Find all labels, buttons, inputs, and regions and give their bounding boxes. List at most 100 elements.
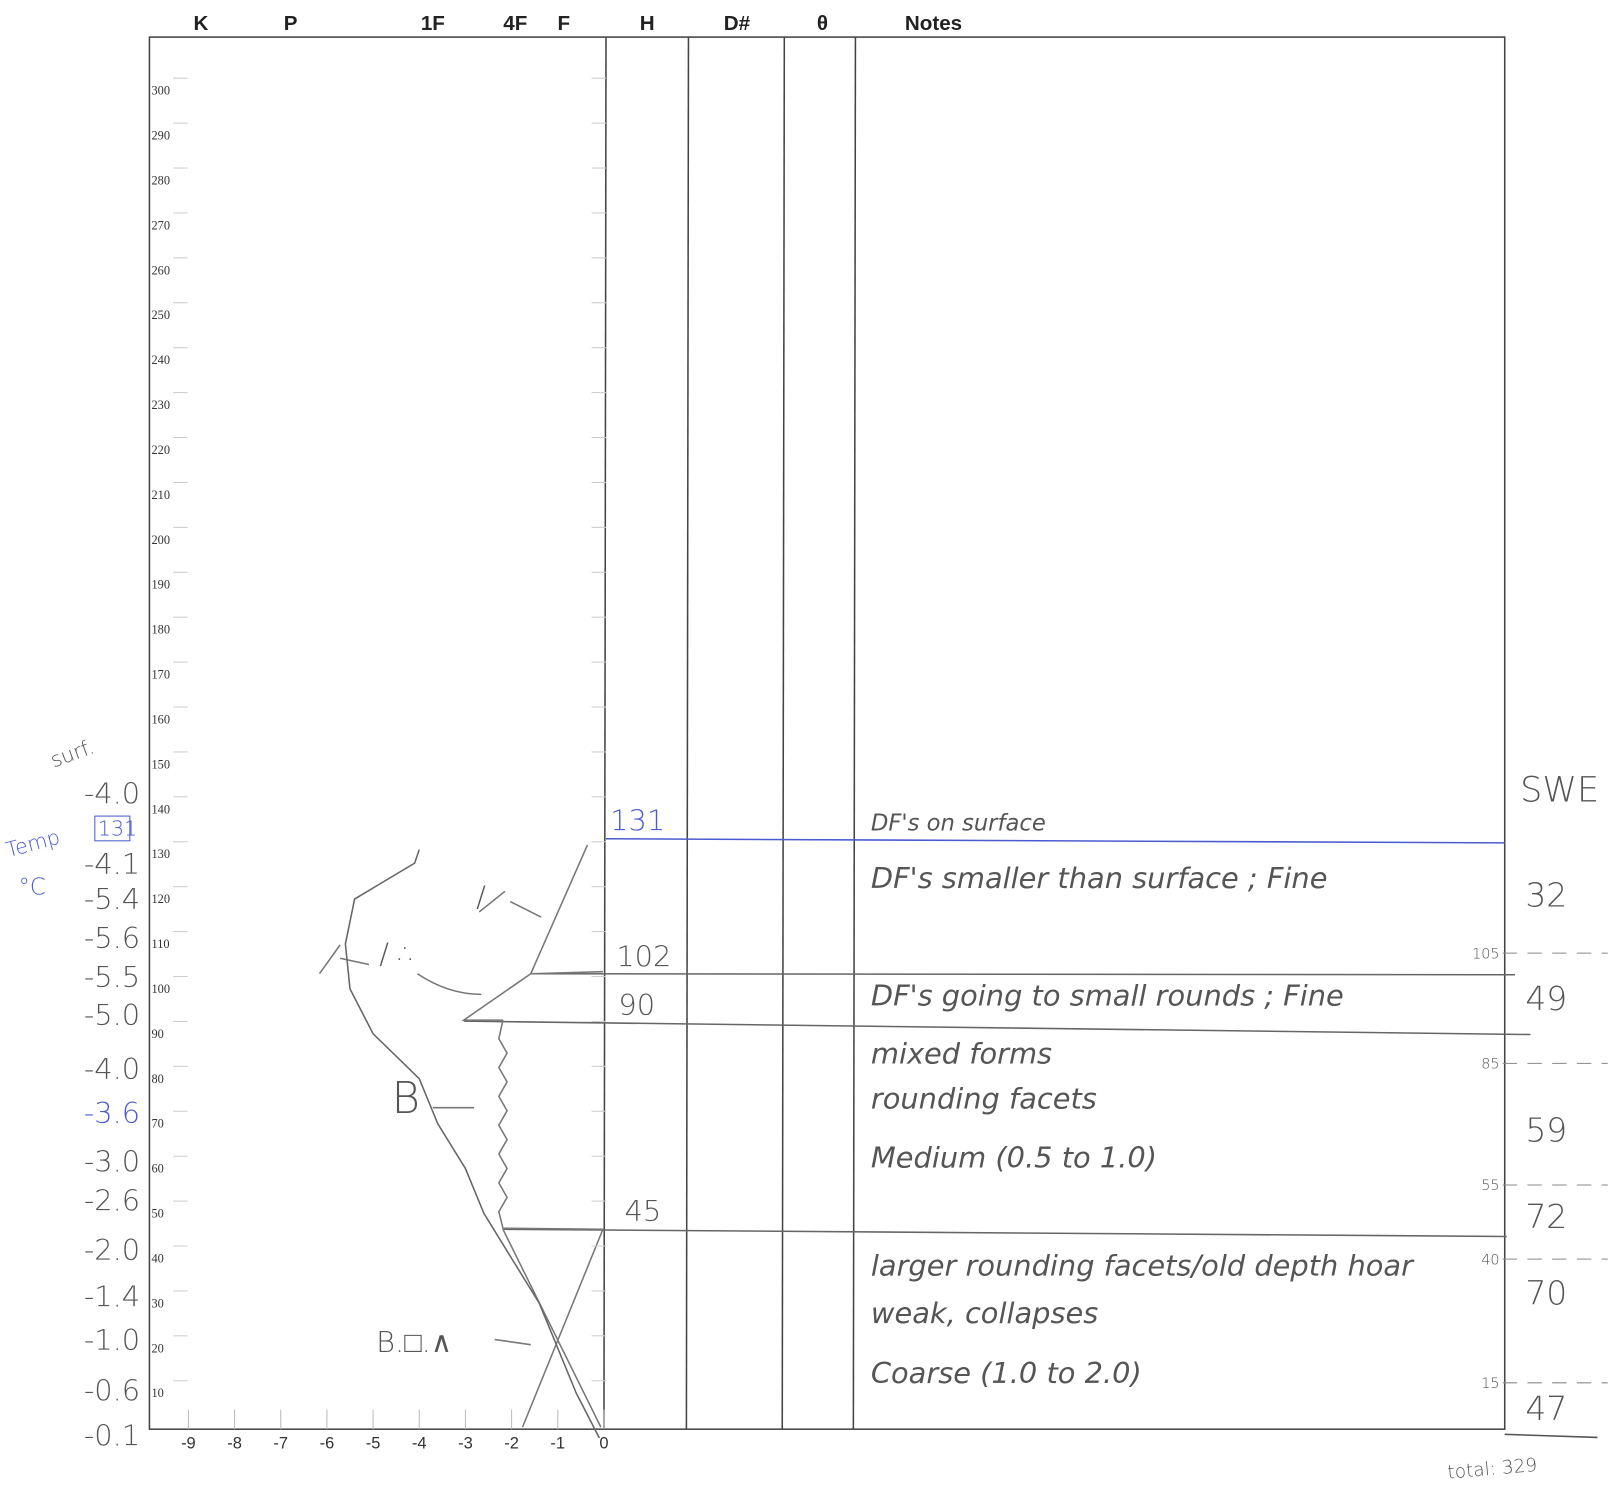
- height-tick-label: 90: [152, 1027, 164, 1041]
- temp-reading: -2.0: [84, 1233, 140, 1267]
- swe-depth: 40: [1481, 1252, 1499, 1268]
- height-tick-label: 160: [152, 713, 171, 727]
- column-divider: [603, 37, 607, 1430]
- height-tick-label: 100: [152, 982, 171, 996]
- layer-top-height: 45: [625, 1194, 662, 1228]
- temp-reading: -3.6: [84, 1096, 140, 1130]
- hardness-tick-label: -9: [181, 1435, 196, 1453]
- temperature-column: surf. Temp °C 131 -4.0 -4.1-5.4 -5.6 -5.5 -5…: [3, 735, 601, 1453]
- layer-top-height: 102: [616, 940, 671, 974]
- swe-sample: 49: [1525, 979, 1567, 1018]
- boundary-line: [606, 837, 1505, 844]
- boundary-line: [463, 1020, 1531, 1036]
- column-header: θ: [817, 12, 828, 35]
- height-tick-label: 250: [152, 308, 171, 322]
- hardness-tick-label: -7: [273, 1435, 288, 1453]
- form-frame: [148, 36, 1506, 1430]
- header-row: K P 1F 4F F H D# θ Notes: [194, 12, 963, 35]
- temp-reading: -1.4: [84, 1280, 140, 1314]
- column-header: 1F: [421, 12, 445, 35]
- column-header: Notes: [905, 12, 962, 35]
- layer-top-height: 131: [610, 804, 665, 838]
- column-header: 4F: [503, 12, 527, 35]
- hardness-tick-label: -6: [320, 1435, 335, 1453]
- swe-depth: 105: [1472, 946, 1500, 962]
- height-tick-label: 30: [152, 1296, 164, 1310]
- boundary-line: [530, 972, 1516, 976]
- layer-note: rounding facets: [871, 1082, 1097, 1116]
- height-tick-label: 140: [152, 802, 171, 816]
- height-tick-label: 200: [152, 533, 171, 547]
- layer-note: DF's on surface: [871, 811, 1046, 837]
- height-tick-label: 150: [152, 757, 171, 771]
- temp-reading: -5.0: [84, 998, 140, 1032]
- hardness-tick-label: -5: [366, 1435, 381, 1453]
- swe-depth: 55: [1481, 1178, 1499, 1194]
- grain-symbol: / ∴: [379, 936, 416, 970]
- temp-unit: °C: [19, 874, 46, 900]
- layers: 131 / DF's on surface DF's smaller than sur…: [376, 804, 1415, 1390]
- height-tick-label: 170: [152, 668, 171, 682]
- swe-total: total: 329: [1447, 1455, 1538, 1484]
- height-tick-label: 210: [152, 488, 171, 502]
- hardness-tick-label: -1: [550, 1435, 565, 1453]
- temp-title: Temp: [3, 825, 62, 862]
- column-header: F: [557, 12, 570, 35]
- swe-depth: 85: [1481, 1057, 1499, 1073]
- temp-reading: -5.6: [84, 921, 140, 955]
- column-divider: [781, 37, 786, 1430]
- height-tick-label: 190: [152, 578, 171, 592]
- height-tick-label: 20: [152, 1341, 164, 1355]
- layer-note: Coarse (1.0 to 2.0): [871, 1356, 1142, 1390]
- swe-sample: 70: [1525, 1273, 1567, 1312]
- surface-label: surf.: [47, 735, 97, 773]
- total-underline: [1504, 1433, 1598, 1439]
- height-tick-label: 10: [152, 1386, 164, 1400]
- layer-boundaries: [463, 837, 1598, 1439]
- height-tick-label: 270: [152, 218, 171, 232]
- pointer-arrow: [318, 890, 542, 1346]
- height-tick-label: 130: [152, 847, 171, 861]
- hardness-tick-label: -2: [504, 1435, 519, 1453]
- layer-note: mixed forms: [871, 1036, 1052, 1070]
- temp-reading: -1.0: [84, 1323, 140, 1357]
- height-tick-label: 180: [152, 623, 171, 637]
- temp-reading: -4.0: [84, 777, 140, 811]
- hardness-tick-label: -3: [458, 1435, 473, 1453]
- grain-symbol: B.□.∧: [376, 1325, 452, 1359]
- temp-reading: -5.5: [84, 960, 140, 994]
- column-header: K: [194, 12, 209, 35]
- swe-sample: 47: [1525, 1389, 1567, 1428]
- layer-note: larger rounding facets/old depth hoar: [871, 1249, 1415, 1283]
- layer-note: DF's smaller than surface ; Fine: [871, 861, 1328, 895]
- grain-symbol: /: [476, 880, 486, 914]
- column-divider: [852, 37, 857, 1430]
- swe-column: SWE total: 329 32 49 59 72 70 47 105 85 55 40 15: [1447, 770, 1608, 1484]
- hardness-tick-label: 0: [599, 1435, 608, 1453]
- layer-note: Medium (0.5 to 1.0): [871, 1140, 1157, 1174]
- swe-sample: 32: [1525, 876, 1567, 915]
- temp-reading: -0.6: [84, 1373, 140, 1407]
- height-tick-label: 300: [152, 84, 171, 98]
- height-tick-label: 260: [152, 263, 171, 277]
- temp-reading: -3.0: [84, 1145, 140, 1179]
- frame: [148, 36, 1506, 1430]
- height-tick-label: 280: [152, 174, 171, 188]
- column-header: P: [284, 12, 298, 35]
- column-header: H: [640, 12, 655, 35]
- snow-height-box: [94, 815, 131, 842]
- height-tick-label: 120: [152, 892, 171, 906]
- height-tick-label: 110: [152, 937, 170, 951]
- height-tick-label: 290: [152, 129, 171, 143]
- hardness-axis: -9 -8 -7 -6 -5 -4 -3 -2 -1 0: [181, 1409, 609, 1453]
- column-divider: [685, 37, 690, 1430]
- height-axis: 300 290 280 270 260 250 240 230 220 210 200 190 180 1…: [152, 77, 607, 1400]
- height-tick-label: 50: [152, 1207, 164, 1221]
- height-tick-label: 220: [152, 443, 171, 457]
- grain-symbol: B: [392, 1074, 420, 1124]
- swe-depth: 15: [1481, 1376, 1499, 1392]
- boundary-line: [502, 1228, 1507, 1238]
- swe-sample: 72: [1525, 1197, 1567, 1236]
- hardness-profile: [318, 844, 605, 1428]
